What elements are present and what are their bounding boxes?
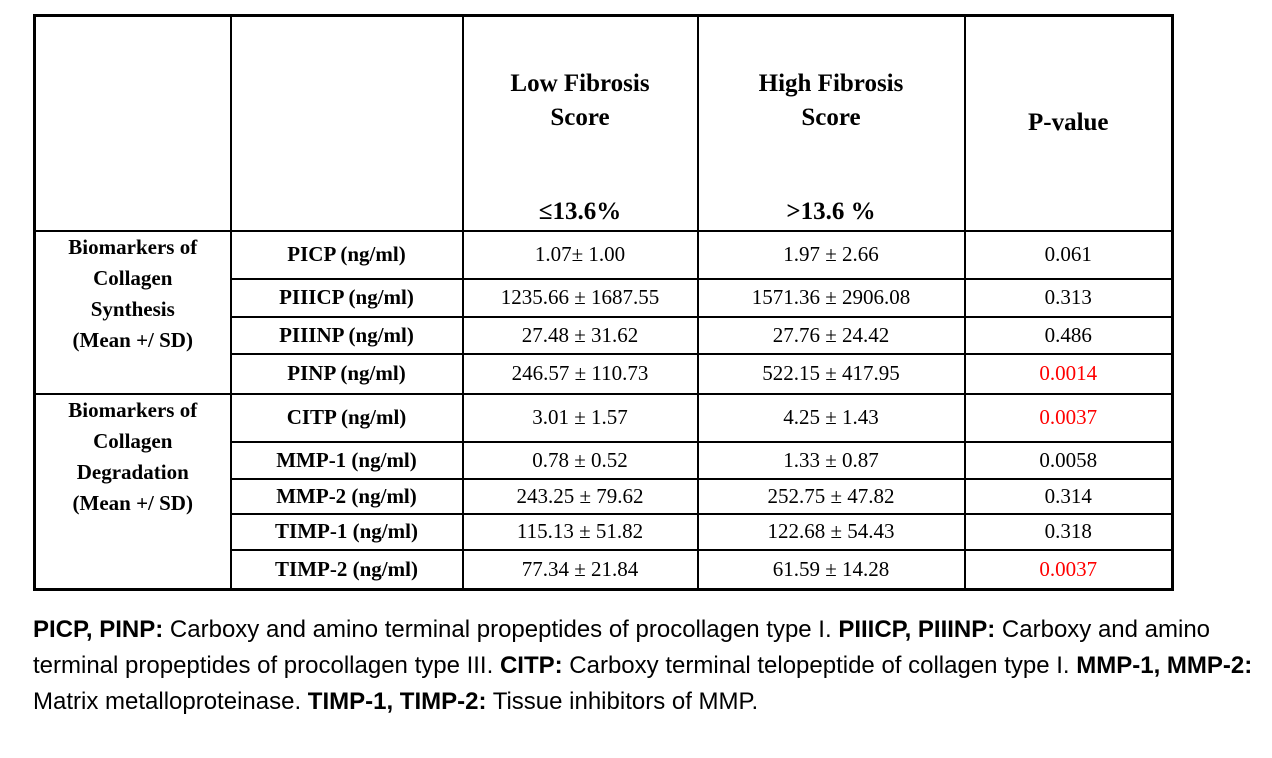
biomarker-name-cell: MMP-1 (ng/ml) bbox=[229, 440, 464, 480]
low-value-cell: 27.48 ± 31.62 bbox=[461, 315, 699, 355]
p-value-cell: 0.318 bbox=[963, 512, 1174, 551]
high-value-cell: 4.25 ± 1.43 bbox=[696, 392, 966, 443]
low-value-cell: 1.07± 1.00 bbox=[461, 229, 699, 280]
low-value-cell: 0.78 ± 0.52 bbox=[461, 440, 699, 480]
table-row: PIIICP (ng/ml) 1235.66 ± 1687.55 1571.36… bbox=[35, 277, 1174, 318]
high-fibrosis-title: High Fibrosis Score bbox=[758, 70, 904, 131]
abbreviations-footnote: PICP, PINP: Carboxy and amino terminal p… bbox=[33, 616, 1253, 715]
biomarker-name-cell: CITP (ng/ml) bbox=[229, 392, 464, 443]
header-empty-group-cell bbox=[33, 14, 232, 232]
p-value-cell: 0.0014 bbox=[963, 352, 1174, 395]
table-row: Biomarkers of Collagen Synthesis (Mean +/ S… bbox=[33, 229, 1174, 395]
biomarker-name-cell: TIMP-1 (ng/ml) bbox=[229, 512, 464, 551]
header-p-value: P-value bbox=[963, 14, 1174, 232]
header-high-fibrosis: High Fibrosis Score >13.6 % bbox=[696, 14, 966, 232]
table-row: TIMP-2 (ng/ml) 77.34 ± 21.84 61.59 ± 14.… bbox=[35, 548, 1174, 591]
low-fibrosis-threshold: ≤13.6% bbox=[538, 197, 622, 225]
table-row: MMP-2 (ng/ml) 243.25 ± 79.62 252.75 ± 47… bbox=[35, 477, 1174, 515]
biomarker-name-cell: PINP (ng/ml) bbox=[229, 352, 464, 395]
low-value-cell: 77.34 ± 21.84 bbox=[461, 548, 699, 591]
low-value-cell: 115.13 ± 51.82 bbox=[461, 512, 699, 551]
header-row: Low Fibrosis Score ≤13.6% High Fibrosis Sc… bbox=[33, 14, 1174, 232]
high-value-cell: 252.75 ± 47.82 bbox=[696, 477, 966, 515]
biomarker-name-cell: PIIICP (ng/ml) bbox=[229, 277, 464, 318]
high-value-cell: 122.68 ± 54.43 bbox=[696, 512, 966, 551]
group-label-synthesis: Biomarkers of Collagen Synthesis (Mean +/ S… bbox=[33, 229, 232, 395]
high-value-cell: 1.33 ± 0.87 bbox=[696, 440, 966, 480]
p-value-cell: 0.314 bbox=[963, 477, 1174, 515]
p-value-cell: 0.0058 bbox=[963, 440, 1174, 480]
biomarker-name-cell: MMP-2 (ng/ml) bbox=[229, 477, 464, 515]
low-value-cell: 243.25 ± 79.62 bbox=[461, 477, 699, 515]
table-row: Biomarkers of Collagen Degradation (Mean +/… bbox=[33, 392, 1174, 591]
biomarker-name-cell: TIMP-2 (ng/ml) bbox=[229, 548, 464, 591]
low-value-cell: 3.01 ± 1.57 bbox=[461, 392, 699, 443]
low-value-cell: 246.57 ± 110.73 bbox=[461, 352, 699, 395]
biomarker-name-cell: PIIINP (ng/ml) bbox=[229, 315, 464, 355]
p-value-cell: 0.0037 bbox=[963, 548, 1174, 591]
p-value-cell: 0.061 bbox=[963, 229, 1174, 280]
low-value-cell: 1235.66 ± 1687.55 bbox=[461, 277, 699, 318]
p-value-cell: 0.0037 bbox=[963, 392, 1174, 443]
high-value-cell: 1571.36 ± 2906.08 bbox=[696, 277, 966, 318]
header-low-fibrosis: Low Fibrosis Score ≤13.6% bbox=[461, 14, 699, 232]
biomarker-table: Low Fibrosis Score ≤13.6% High Fibrosis Sc… bbox=[33, 14, 1174, 591]
header-empty-biomarker-cell bbox=[229, 14, 464, 232]
group-label-degradation: Biomarkers of Collagen Degradation (Mean +/… bbox=[33, 392, 232, 591]
p-value-cell: 0.313 bbox=[963, 277, 1174, 318]
high-value-cell: 61.59 ± 14.28 bbox=[696, 548, 966, 591]
high-value-cell: 27.76 ± 24.42 bbox=[696, 315, 966, 355]
biomarker-name-cell: PICP (ng/ml) bbox=[229, 229, 464, 280]
high-value-cell: 522.15 ± 417.95 bbox=[696, 352, 966, 395]
p-value-cell: 0.486 bbox=[963, 315, 1174, 355]
low-fibrosis-title: Low Fibrosis Score bbox=[510, 70, 650, 131]
table-row: MMP-1 (ng/ml) 0.78 ± 0.52 1.33 ± 0.87 0.… bbox=[35, 440, 1174, 480]
high-value-cell: 1.97 ± 2.66 bbox=[696, 229, 966, 280]
table-row: TIMP-1 (ng/ml) 115.13 ± 51.82 122.68 ± 5… bbox=[35, 512, 1174, 551]
high-fibrosis-threshold: >13.6 % bbox=[786, 197, 876, 225]
table-row: PINP (ng/ml) 246.57 ± 110.73 522.15 ± 41… bbox=[35, 352, 1174, 395]
table-row: PIIINP (ng/ml) 27.48 ± 31.62 27.76 ± 24.… bbox=[35, 315, 1174, 355]
